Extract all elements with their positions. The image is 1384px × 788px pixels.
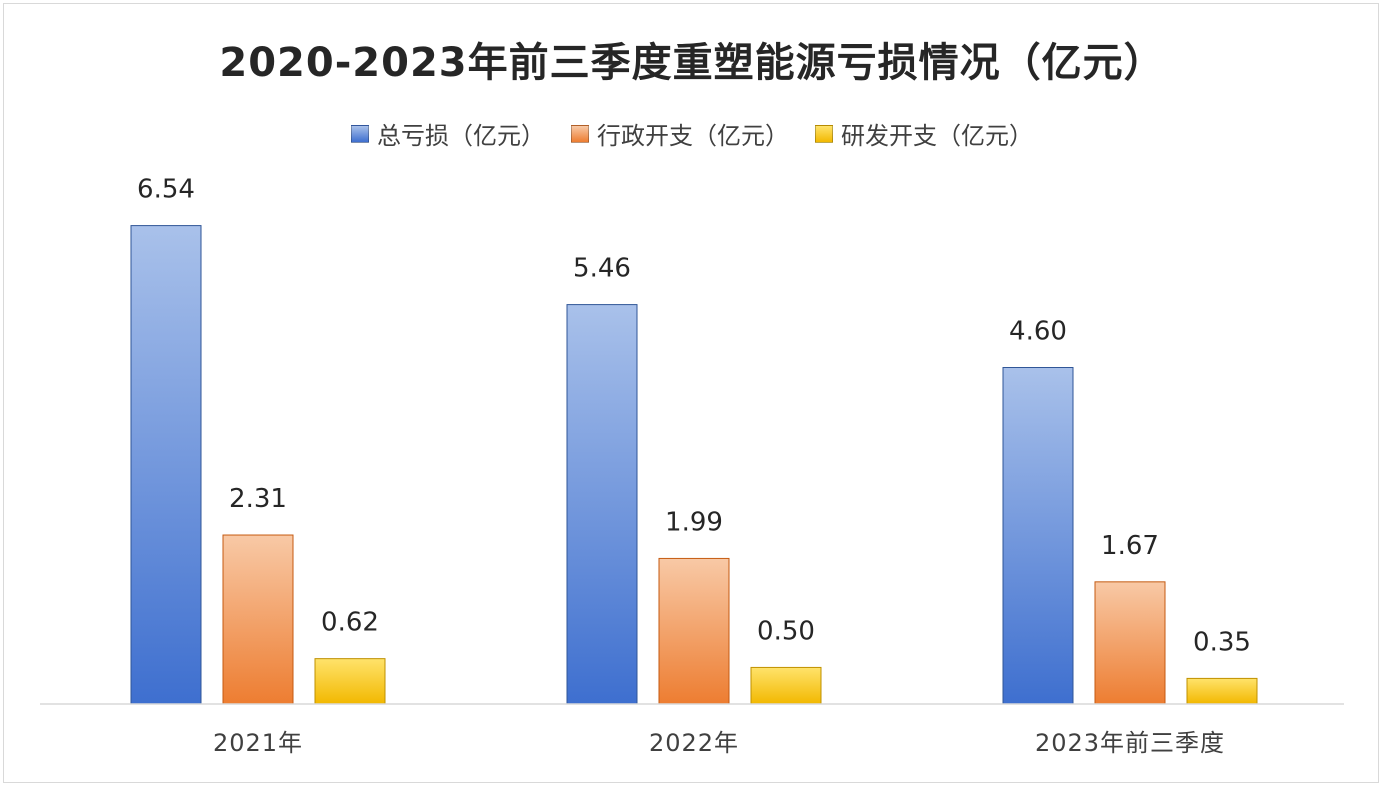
data-label-series0-cat1: 5.46 [573,254,631,284]
data-label-series0-cat2: 4.60 [1009,317,1067,347]
legend-item-rd-expense: 研发开支（亿元） [815,116,1033,151]
legend-label-rd-expense: 研发开支（亿元） [841,122,1033,150]
bar-series0-cat1 [566,304,638,705]
legend-label-total-loss: 总亏损（亿元） [377,122,545,150]
x-tick-label-1: 2022年 [649,729,739,757]
legend-label-admin-expense: 行政开支（亿元） [597,122,789,150]
legend-item-admin-expense: 行政开支（亿元） [571,116,789,151]
legend-swatch-rd-expense [815,124,833,143]
bar-series2-cat2 [1186,677,1258,705]
legend-item-total-loss: 总亏损（亿元） [351,116,545,151]
data-label-series1-cat0: 2.31 [229,484,287,514]
legend-swatch-admin-expense [571,124,589,143]
bar-series1-cat1 [658,557,730,705]
data-label-series2-cat2: 0.35 [1193,627,1251,657]
chart-frame [3,3,1379,783]
legend-swatch-total-loss [351,124,369,143]
bar-series1-cat2 [1094,581,1166,705]
bar-series0-cat2 [1002,367,1074,705]
bar-series2-cat1 [750,666,822,705]
x-tick-label-0: 2021年 [213,729,303,757]
data-label-series2-cat1: 0.50 [757,616,815,646]
bar-series1-cat0 [222,534,294,705]
data-label-series0-cat0: 6.54 [137,175,195,205]
data-label-series1-cat2: 1.67 [1101,531,1159,561]
bar-series2-cat0 [314,658,386,705]
legend: 总亏损（亿元） 行政开支（亿元） 研发开支（亿元） [0,116,1384,151]
bar-series0-cat0 [130,225,202,705]
data-label-series2-cat0: 0.62 [321,608,379,638]
x-tick-label-2: 2023年前三季度 [1035,729,1225,757]
data-label-series1-cat1: 1.99 [665,507,723,537]
chart-title: 2020-2023年前三季度重塑能源亏损情况（亿元） [219,40,1165,86]
